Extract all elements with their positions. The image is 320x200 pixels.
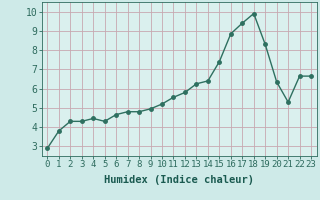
X-axis label: Humidex (Indice chaleur): Humidex (Indice chaleur) [104,175,254,185]
